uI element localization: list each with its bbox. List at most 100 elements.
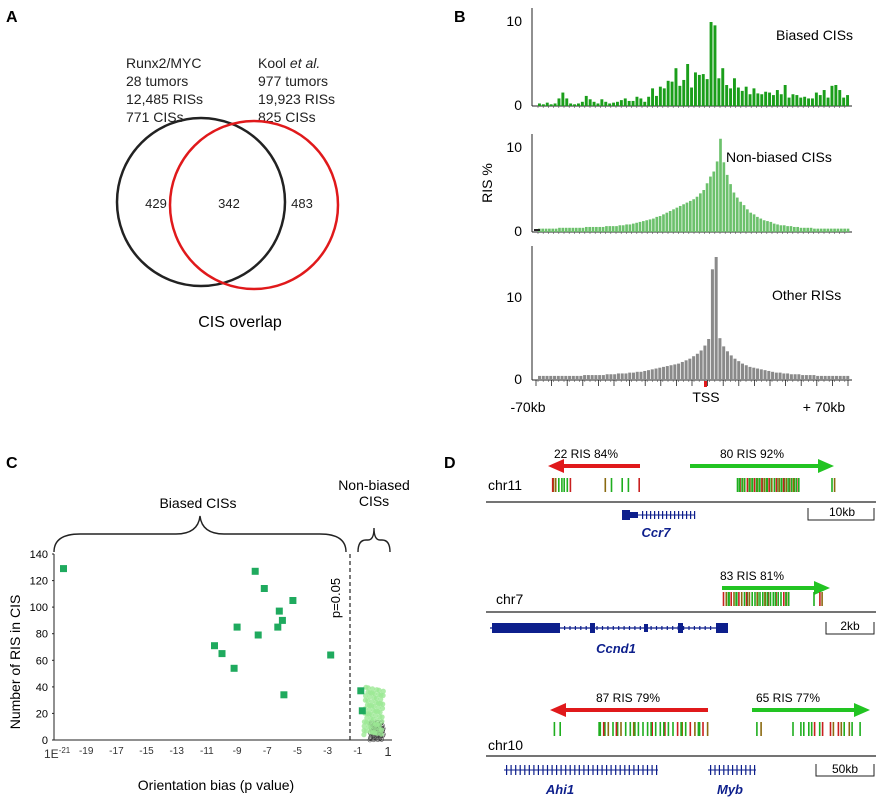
bar-biased: [830, 85, 834, 106]
xtick-label: -3: [323, 746, 332, 757]
venn-left-circle: [115, 116, 287, 288]
biased-point: [289, 597, 297, 604]
exon-mark: [574, 765, 576, 775]
bar-nonbiased: [678, 205, 682, 232]
bar-biased: [541, 104, 545, 106]
bar-other: [838, 375, 842, 380]
xtick-label: -1: [353, 746, 362, 757]
ris-mark: [638, 478, 640, 492]
bar-biased: [803, 96, 807, 106]
ris-marks-chr11: [551, 478, 836, 492]
bar-biased: [592, 101, 596, 106]
ris-mark: [788, 478, 790, 492]
bar-nonbiased: [699, 193, 702, 232]
ris-mark: [632, 722, 635, 736]
exon-mark: [704, 626, 706, 630]
bar-nonbiased: [601, 226, 605, 232]
bar-other: [571, 375, 575, 380]
exon-mark: [662, 511, 664, 519]
ris-mark: [777, 592, 779, 606]
ytick-label: 80: [36, 629, 48, 641]
ris-mark: [792, 722, 794, 736]
bar-nonbiased: [574, 227, 578, 232]
nonbiased-point: [377, 713, 383, 720]
bar-biased: [678, 85, 682, 106]
bar-other: [816, 375, 820, 380]
right-cis: 825 CISs: [258, 109, 316, 125]
ris-mark: [735, 592, 737, 606]
ris-mark: [598, 722, 600, 736]
exon-mark: [655, 626, 658, 630]
exon-mark: [587, 765, 589, 775]
exon-mark: [519, 765, 521, 775]
ris-mark: [681, 722, 683, 736]
bar-biased: [822, 90, 826, 106]
exon-mark: [723, 765, 725, 775]
bar-biased: [588, 99, 592, 106]
bar-nonbiased: [813, 228, 816, 232]
exon-mark: [650, 511, 652, 519]
nonbiased-point: [380, 688, 386, 694]
xtick-label: -15: [139, 746, 154, 757]
bar-nonbiased: [809, 227, 813, 232]
nonbiased-point: [379, 705, 386, 711]
ris-mark: [818, 722, 821, 736]
ris-mark: [743, 592, 746, 606]
exon-mark: [666, 626, 668, 630]
panel-c-yticks: 0 20 40 60 80 100 120 140: [30, 549, 54, 747]
bar-other: [718, 338, 722, 380]
bar-biased: [697, 74, 701, 106]
nonbiased-point: [372, 725, 378, 732]
ris-mark: [615, 722, 618, 736]
ris-mark: [748, 478, 751, 492]
bar-biased: [791, 94, 795, 106]
bar-biased: [580, 101, 584, 106]
ris-mark: [775, 478, 778, 492]
exon-mark: [506, 765, 508, 775]
chr7-label: chr7: [496, 591, 523, 607]
arrow-chr10-left: [550, 703, 708, 717]
exon-mark: [754, 765, 756, 775]
bar-biased: [682, 79, 686, 106]
bar-biased: [764, 91, 768, 106]
exon-mark: [693, 626, 695, 630]
subplot-biased-ytick-0: 0: [514, 97, 522, 113]
exon-mark: [537, 765, 539, 775]
panel-b-label: B: [454, 9, 466, 26]
gene-ahi1-label: Ahi1: [545, 782, 574, 797]
bar-other: [556, 375, 560, 380]
exon-mark: [670, 511, 672, 519]
ris-mark: [774, 592, 777, 606]
bar-other: [778, 372, 782, 380]
exon-mark: [666, 511, 668, 519]
bar-other: [538, 375, 542, 380]
ris-mark: [751, 592, 753, 606]
bar-biased: [549, 104, 553, 106]
exon-mark: [569, 765, 571, 775]
ris-mark: [554, 478, 557, 492]
bar-biased: [736, 87, 740, 106]
ris-mark: [753, 478, 756, 492]
ris-mark: [760, 722, 762, 736]
bar-biased: [733, 78, 736, 106]
ris-mark: [607, 722, 610, 736]
bar-biased: [756, 93, 760, 106]
subplot-other-title: Other RISs: [772, 287, 841, 303]
bar-biased: [569, 103, 573, 106]
nonbiased-point: [366, 724, 372, 730]
biased-point: [260, 585, 268, 592]
bar-other: [812, 375, 816, 380]
bar-other: [789, 374, 793, 380]
bar-biased: [729, 88, 733, 106]
bar-nonbiased: [658, 216, 662, 232]
bar-biased: [807, 98, 811, 106]
exon-mark: [601, 626, 604, 630]
bar-nonbiased: [836, 228, 840, 232]
bar-other: [601, 375, 605, 380]
nonbiased-point: [369, 686, 376, 692]
biased-point: [251, 567, 259, 575]
bar-nonbiased: [618, 225, 622, 232]
bar-biased: [826, 97, 830, 106]
exon-mark: [727, 765, 729, 775]
nonbiased-points: [361, 684, 386, 738]
